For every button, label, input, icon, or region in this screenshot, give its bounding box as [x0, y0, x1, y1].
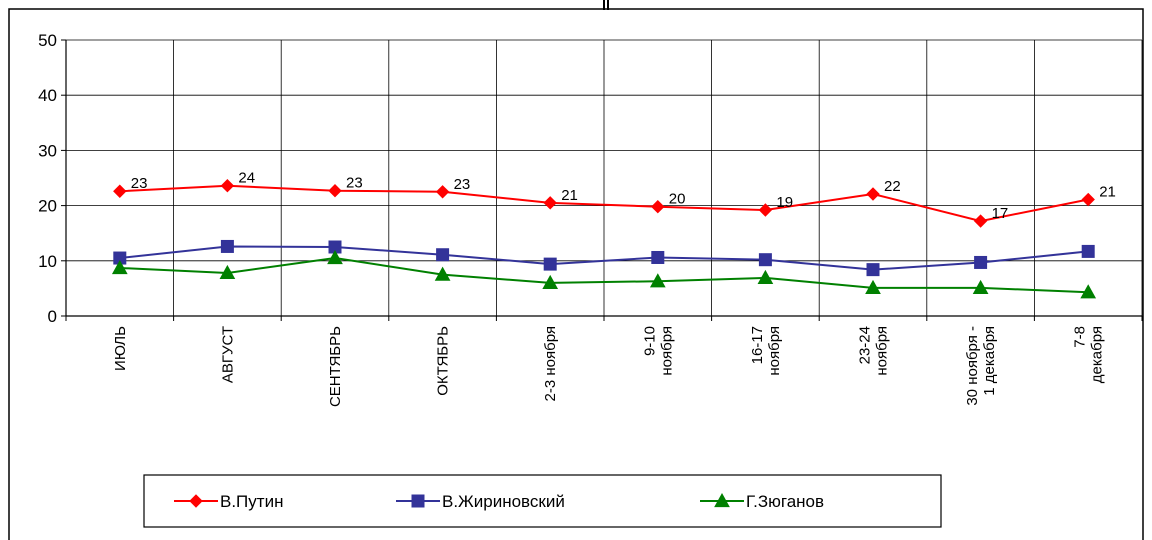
series-lines: [111, 179, 1097, 299]
data-point: [1081, 192, 1095, 207]
legend-label: В.Путин: [220, 492, 283, 511]
y-tick-label: 50: [38, 31, 57, 50]
data-point: [757, 269, 774, 285]
data-point: [972, 279, 989, 294]
data-label: 23: [346, 175, 363, 192]
y-tick-label: 0: [48, 307, 57, 326]
x-tick-label: 2-3 ноября: [542, 326, 559, 401]
legend-marker: [189, 494, 203, 508]
data-point: [111, 259, 128, 275]
series-1: [113, 239, 1095, 277]
y-tick-label: 30: [38, 141, 57, 160]
title-notch: [603, 0, 609, 10]
x-tick-label: 7-8: [1072, 326, 1089, 348]
series-line: [119, 245, 1089, 271]
data-point: [758, 253, 772, 267]
data-point: [866, 187, 880, 201]
legend-item: В.Путин: [174, 492, 283, 511]
data-label: 21: [561, 187, 578, 204]
legend-marker: [411, 494, 425, 508]
data-point: [113, 184, 127, 198]
x-tick-label: 9-10: [641, 326, 658, 356]
data-point: [543, 257, 557, 271]
data-point: [435, 185, 450, 199]
y-tick-label: 40: [38, 86, 57, 105]
legend-label: В.Жириновский: [442, 492, 565, 511]
data-label: 24: [238, 170, 255, 187]
data-label: 23: [454, 176, 471, 193]
x-tick-label: ноября: [658, 326, 675, 376]
y-tick-label: 10: [38, 252, 57, 271]
x-tick-label: 30 ноября -: [964, 326, 981, 406]
data-point: [220, 239, 234, 253]
x-tick-label: ОКТЯБРЬ: [435, 326, 452, 396]
data-point: [1081, 244, 1095, 258]
data-point: [220, 179, 235, 193]
series-2: [111, 250, 1097, 299]
data-point: [974, 255, 988, 269]
y-tick-label: 20: [38, 197, 57, 216]
x-tick-label: 1 декабря: [981, 326, 998, 396]
data-label: 22: [884, 178, 901, 195]
x-tick-label: декабря: [1089, 326, 1106, 383]
data-point: [219, 264, 236, 280]
data-point: [436, 248, 450, 262]
data-point: [865, 279, 881, 294]
data-label: 19: [776, 194, 793, 211]
series-line: [119, 257, 1089, 294]
data-label: 21: [1099, 184, 1116, 201]
series-0: [113, 179, 1095, 228]
data-point: [973, 214, 988, 228]
data-labels: 23 24 23 23 21 20 19 22 17 21: [131, 170, 1116, 222]
x-tick-label: 16-17: [749, 326, 766, 364]
legend: В.Путин В.Жириновский Г.Зюганов: [143, 474, 942, 528]
data-point: [543, 196, 557, 210]
data-label: 20: [669, 191, 686, 208]
data-label: 17: [992, 205, 1009, 222]
legend-box: [143, 474, 942, 528]
x-tick-label: 23-24: [857, 326, 874, 364]
axes: 0 10 20 30 40 50 ИЮЛЬ АВГУСТ СЕНТЯБРЬ ОКТЯБРЬ 2-3 …: [38, 31, 1143, 407]
legend-item: В.Жириновский: [396, 492, 565, 511]
data-point: [542, 274, 559, 289]
data-point: [651, 250, 665, 264]
data-point: [649, 273, 666, 288]
x-tick-label: ИЮЛЬ: [112, 326, 129, 371]
x-tick-label: ноября: [874, 326, 891, 376]
legend-marker: [714, 492, 730, 508]
data-point: [328, 183, 342, 198]
legend-item: Г.Зюганов: [700, 492, 824, 511]
data-point: [651, 199, 665, 214]
x-tick-label: СЕНТЯБРЬ: [327, 326, 344, 407]
x-tick-label: ноября: [766, 326, 783, 376]
data-point: [758, 203, 773, 217]
x-tick-label: АВГУСТ: [219, 326, 236, 383]
data-point: [1080, 284, 1097, 299]
data-point: [434, 266, 451, 281]
legend-label: Г.Зюганов: [746, 492, 824, 511]
grid-lines: [66, 39, 1143, 316]
data-point: [327, 250, 343, 265]
series-line: [119, 184, 1089, 223]
data-label: 23: [131, 175, 148, 192]
data-point: [866, 263, 880, 277]
